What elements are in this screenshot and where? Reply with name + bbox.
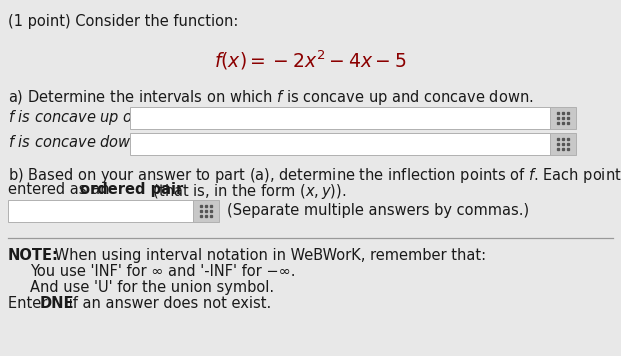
Text: DNE: DNE bbox=[40, 296, 75, 311]
Text: if an answer does not exist.: if an answer does not exist. bbox=[64, 296, 271, 311]
Text: entered as an: entered as an bbox=[8, 182, 114, 197]
Text: $f$ is concave up on:: $f$ is concave up on: bbox=[8, 108, 147, 127]
Text: (that is, in the form $(x, y)$).: (that is, in the form $(x, y)$). bbox=[148, 182, 347, 201]
Bar bbox=[130, 133, 550, 155]
Text: $f$ is concave down on:: $f$ is concave down on: bbox=[8, 134, 168, 150]
Text: (Separate multiple answers by commas.): (Separate multiple answers by commas.) bbox=[227, 204, 529, 219]
Text: NOTE:: NOTE: bbox=[8, 248, 59, 263]
Text: b) Based on your answer to part (a), determine the inflection points of $f$. Eac: b) Based on your answer to part (a), det… bbox=[8, 166, 621, 185]
Bar bbox=[193, 200, 219, 222]
Text: You use 'INF' for ∞ and '-INF' for −∞.: You use 'INF' for ∞ and '-INF' for −∞. bbox=[30, 264, 296, 279]
Bar bbox=[8, 200, 193, 222]
Text: Enter: Enter bbox=[8, 296, 52, 311]
Text: When using interval notation in WeBWorK, remember that:: When using interval notation in WeBWorK,… bbox=[50, 248, 486, 263]
Text: ordered pair: ordered pair bbox=[80, 182, 183, 197]
Bar bbox=[550, 107, 576, 129]
Text: And use 'U' for the union symbol.: And use 'U' for the union symbol. bbox=[30, 280, 274, 295]
Text: (1 point) Consider the function:: (1 point) Consider the function: bbox=[8, 14, 238, 29]
Bar bbox=[130, 107, 550, 129]
Bar bbox=[550, 133, 576, 155]
Text: $f(x) = -2x^2 - 4x - 5$: $f(x) = -2x^2 - 4x - 5$ bbox=[214, 48, 407, 72]
Text: a) Determine the intervals on which $f$ is concave up and concave down.: a) Determine the intervals on which $f$ … bbox=[8, 88, 533, 107]
